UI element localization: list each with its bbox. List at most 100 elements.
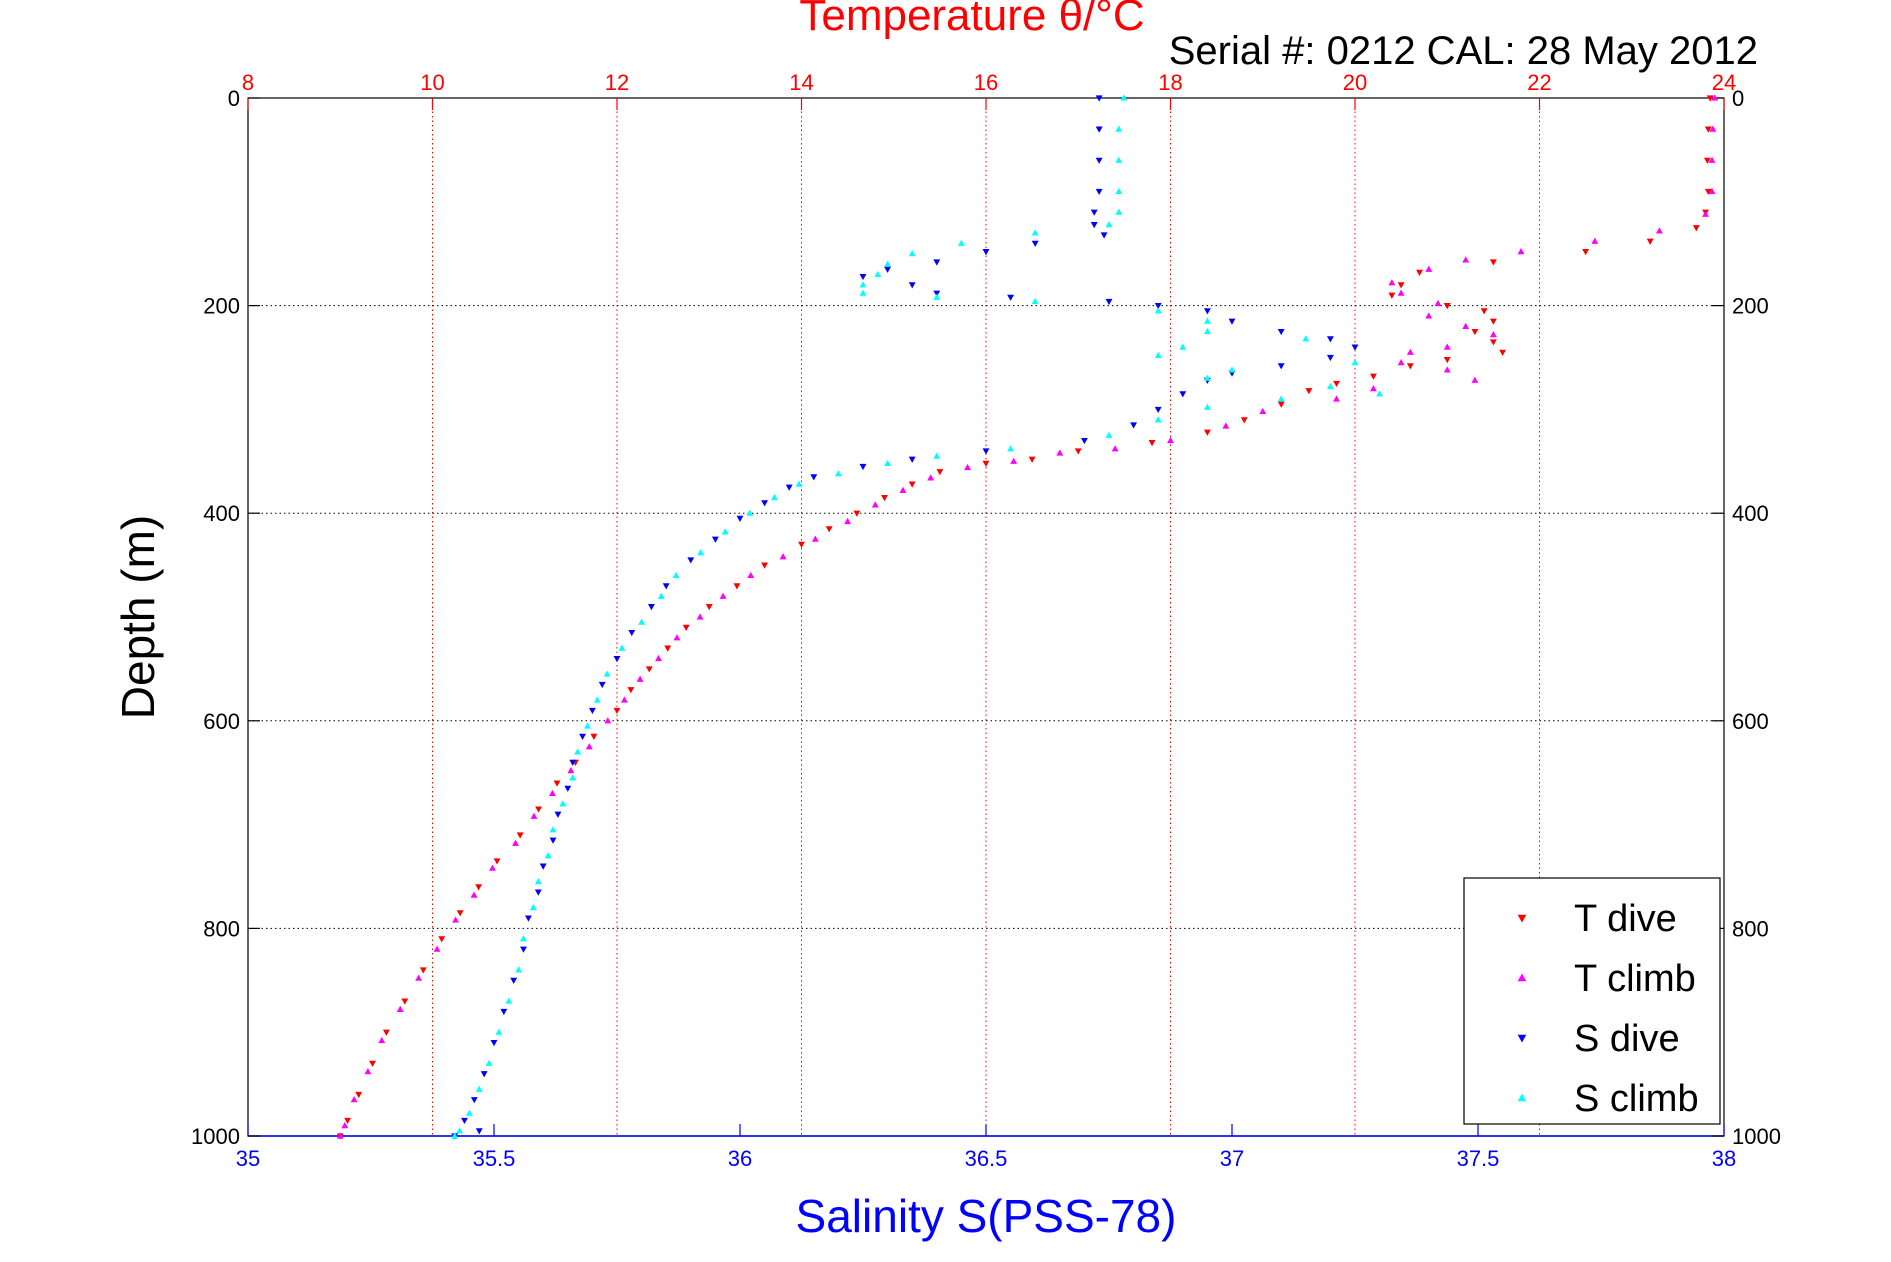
marker-t-dive: [1333, 380, 1340, 388]
marker-s-climb: [859, 289, 867, 296]
marker-s-dive: [1095, 188, 1103, 196]
marker-s-dive: [647, 604, 655, 611]
marker-t-dive: [627, 687, 635, 694]
marker-s-climb: [515, 966, 523, 973]
marker-s-climb: [1179, 343, 1187, 350]
marker-s-climb: [1154, 307, 1162, 314]
marker-s-climb: [1351, 359, 1359, 366]
marker-s-dive: [564, 785, 572, 792]
marker-s-climb: [495, 1028, 503, 1035]
series-t-climb: [336, 94, 1719, 1139]
marker-s-climb: [859, 281, 867, 288]
marker-s-dive: [761, 500, 769, 507]
marker-t-dive: [419, 967, 427, 974]
marker-s-dive: [736, 515, 744, 523]
marker-s-climb: [1031, 297, 1039, 305]
marker-s-climb: [603, 670, 611, 677]
marker-t-climb: [1517, 247, 1525, 255]
marker-s-dive: [908, 456, 916, 463]
salinity-tick-label: 36: [728, 1146, 752, 1171]
marker-s-dive: [1095, 157, 1103, 164]
legend: T dive T climb S dive S climb: [1463, 877, 1721, 1125]
marker-t-climb: [844, 517, 852, 525]
marker-t-dive: [1443, 303, 1451, 310]
marker-s-dive: [1095, 126, 1103, 133]
marker-s-dive: [539, 863, 547, 870]
marker-t-climb: [336, 1132, 344, 1139]
marker-s-dive: [1154, 303, 1162, 310]
marker-t-climb: [620, 696, 628, 703]
marker-t-dive: [1370, 373, 1377, 380]
salinity-tick-label: 38: [1712, 1146, 1736, 1171]
marker-t-climb: [871, 501, 879, 508]
marker-t-climb: [1397, 289, 1405, 296]
marker-t-dive: [761, 562, 769, 569]
salinity-tick-label: 37.5: [1457, 1146, 1500, 1171]
salinity-tick-label: 36.5: [965, 1146, 1008, 1171]
marker-s-dive: [461, 1117, 468, 1125]
marker-t-climb: [1388, 279, 1396, 286]
marker-t-dive: [1277, 401, 1285, 408]
marker-t-dive: [475, 884, 483, 891]
marker-t-dive: [1148, 440, 1156, 447]
marker-s-dive: [1031, 240, 1039, 247]
marker-t-dive: [853, 510, 861, 517]
marker-t-climb: [779, 553, 787, 560]
marker-t-climb: [433, 945, 441, 952]
marker-t-dive: [1028, 456, 1036, 463]
marker-s-climb: [933, 293, 941, 300]
marker-s-dive: [1203, 308, 1211, 315]
salinity-tick-label: 35: [236, 1146, 260, 1171]
marker-t-climb: [512, 839, 519, 846]
marker-s-climb: [1376, 390, 1384, 397]
marker-s-dive: [520, 946, 527, 953]
marker-s-dive: [549, 837, 557, 844]
marker-t-dive: [1471, 328, 1479, 336]
marker-s-dive: [613, 655, 621, 663]
temperature-tick-label: 14: [789, 70, 813, 95]
marker-t-dive: [516, 832, 524, 839]
marker-t-climb: [811, 535, 819, 542]
depth-tick-label: 200: [203, 294, 240, 319]
marker-s-climb: [1115, 187, 1123, 194]
marker-t-climb: [1462, 256, 1470, 263]
marker-s-dive: [785, 484, 793, 491]
salinity-tick-label: 35.5: [473, 1146, 516, 1171]
marker-t-climb: [452, 916, 460, 923]
marker-s-climb: [485, 1059, 493, 1066]
marker-t-climb: [1702, 210, 1709, 217]
marker-s-dive: [1105, 298, 1113, 306]
legend-box: [1463, 877, 1721, 1125]
marker-t-climb: [899, 486, 907, 493]
marker-s-climb: [1105, 221, 1113, 228]
x-axis-label: Salinity S(PSS-78): [796, 1190, 1177, 1242]
legend-label: T dive: [1574, 898, 1677, 940]
marker-s-climb: [1228, 366, 1236, 373]
depth-axis-right-ticks: 0 200 400 600 800 1000: [1712, 86, 1781, 1149]
marker-s-dive: [982, 448, 990, 455]
marker-t-dive: [401, 998, 409, 1005]
marker-t-dive: [1692, 225, 1700, 232]
marker-s-dive: [1351, 344, 1359, 351]
marker-s-climb: [638, 618, 646, 625]
marker-t-climb: [604, 717, 612, 724]
marker-s-climb: [1277, 395, 1285, 402]
marker-t-climb: [548, 789, 556, 797]
marker-t-dive: [645, 666, 653, 673]
marker-s-dive: [687, 557, 695, 564]
marker-s-dive: [982, 249, 990, 256]
temperature-axis-ticks: 8 10 12 14 16 18 20 22 24: [242, 70, 1736, 110]
marker-s-dive: [884, 266, 892, 273]
marker-s-climb: [672, 571, 680, 579]
marker-s-dive: [470, 1097, 478, 1104]
marker-s-dive: [480, 1071, 488, 1078]
y-axis-label: Depth (m): [112, 515, 164, 719]
marker-s-climb: [1115, 125, 1123, 132]
marker-s-dive: [628, 629, 636, 637]
marker-t-climb: [1462, 322, 1470, 329]
marker-t-climb: [1443, 366, 1451, 373]
marker-t-dive: [908, 481, 916, 488]
marker-t-climb: [696, 613, 704, 620]
marker-t-dive: [1240, 417, 1248, 424]
marker-t-climb: [1655, 227, 1663, 234]
